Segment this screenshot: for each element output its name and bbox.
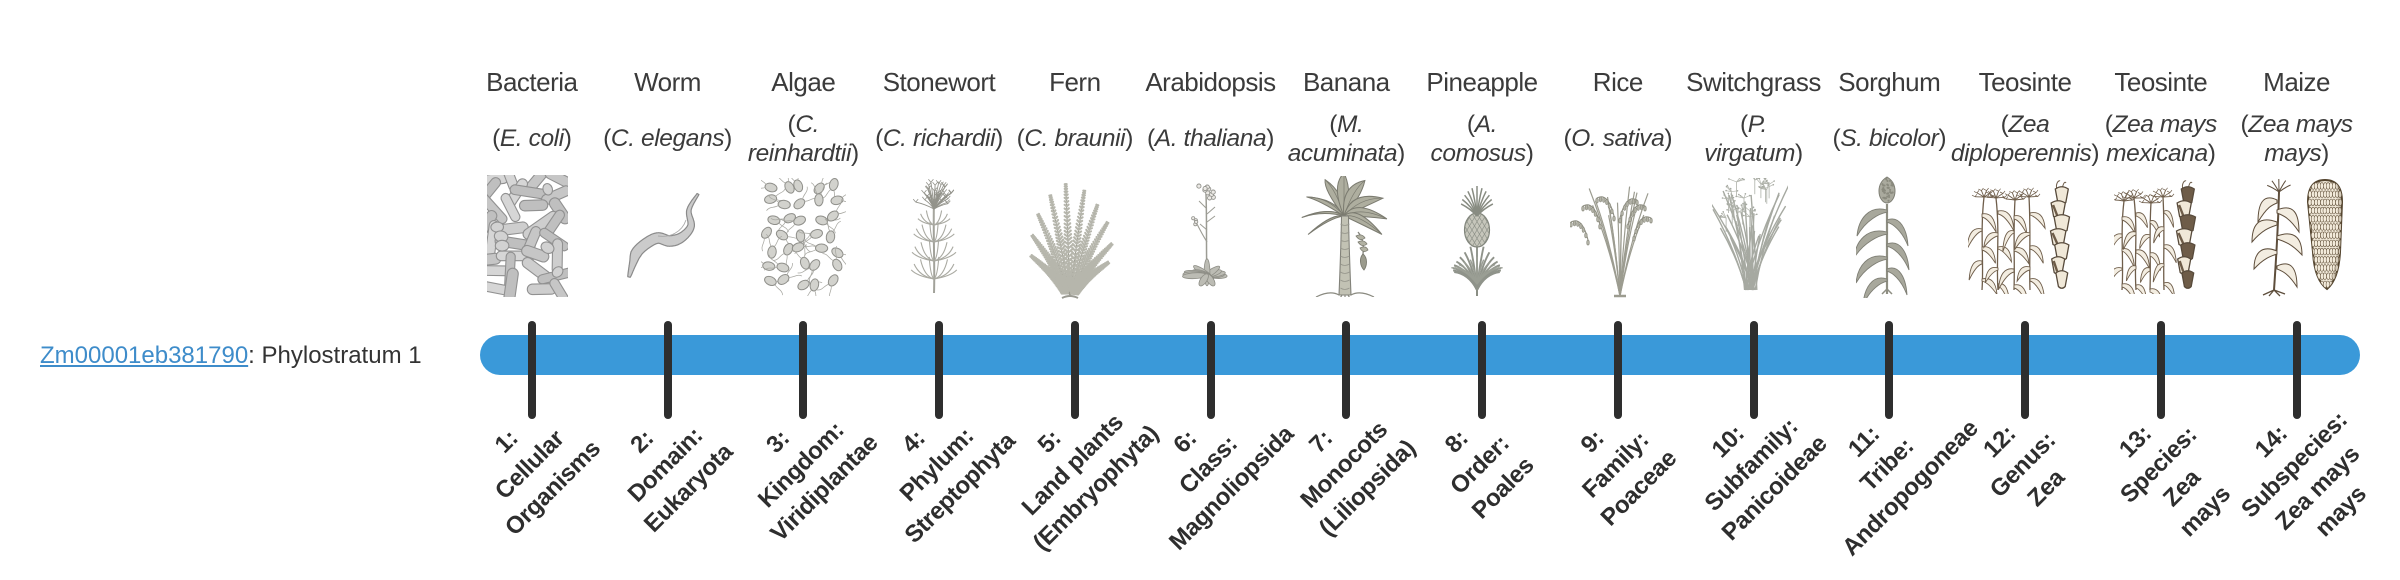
svg-text:6:Class:Magnoliopsida: 6:Class:Magnoliopsida [1118, 373, 1300, 555]
svg-text:9:Family:Poaceae: 9:Family:Poaceae [1549, 398, 1682, 531]
svg-text:2:Domain:Eukaryota: 2:Domain:Eukaryota [593, 391, 739, 537]
svg-text:3:Kingdom:Viridiplantae: 3:Kingdom:Viridiplantae [719, 383, 883, 547]
svg-text:4:Phylum:Streptophyta: 4:Phylum:Streptophyta [853, 380, 1021, 548]
svg-text:7:Monocots(Liliopsida): 7:Monocots(Liliopsida) [1267, 388, 1420, 541]
svg-text:12:Genus:Zea: 12:Genus:Zea [1962, 404, 2085, 527]
svg-text:8:Order:Poales: 8:Order:Poales [1420, 405, 1539, 524]
svg-text:14:Subspecies:Zea maysmays: 14:Subspecies:Zea maysmays [2213, 383, 2399, 569]
svg-text:13:Species:Zeamays: 13:Species:Zeamays [2092, 398, 2249, 555]
svg-text:1:CellularOrganisms: 1:CellularOrganisms [454, 389, 606, 541]
svg-text:5:Land plants(Embryophyta): 5:Land plants(Embryophyta) [981, 374, 1163, 556]
svg-text:10:Subfamily:Panicoideae: 10:Subfamily:Panicoideae [1670, 384, 1832, 546]
svg-text:11:Tribe:Andropogoneae: 11:Tribe:Andropogoneae [1791, 368, 1984, 561]
